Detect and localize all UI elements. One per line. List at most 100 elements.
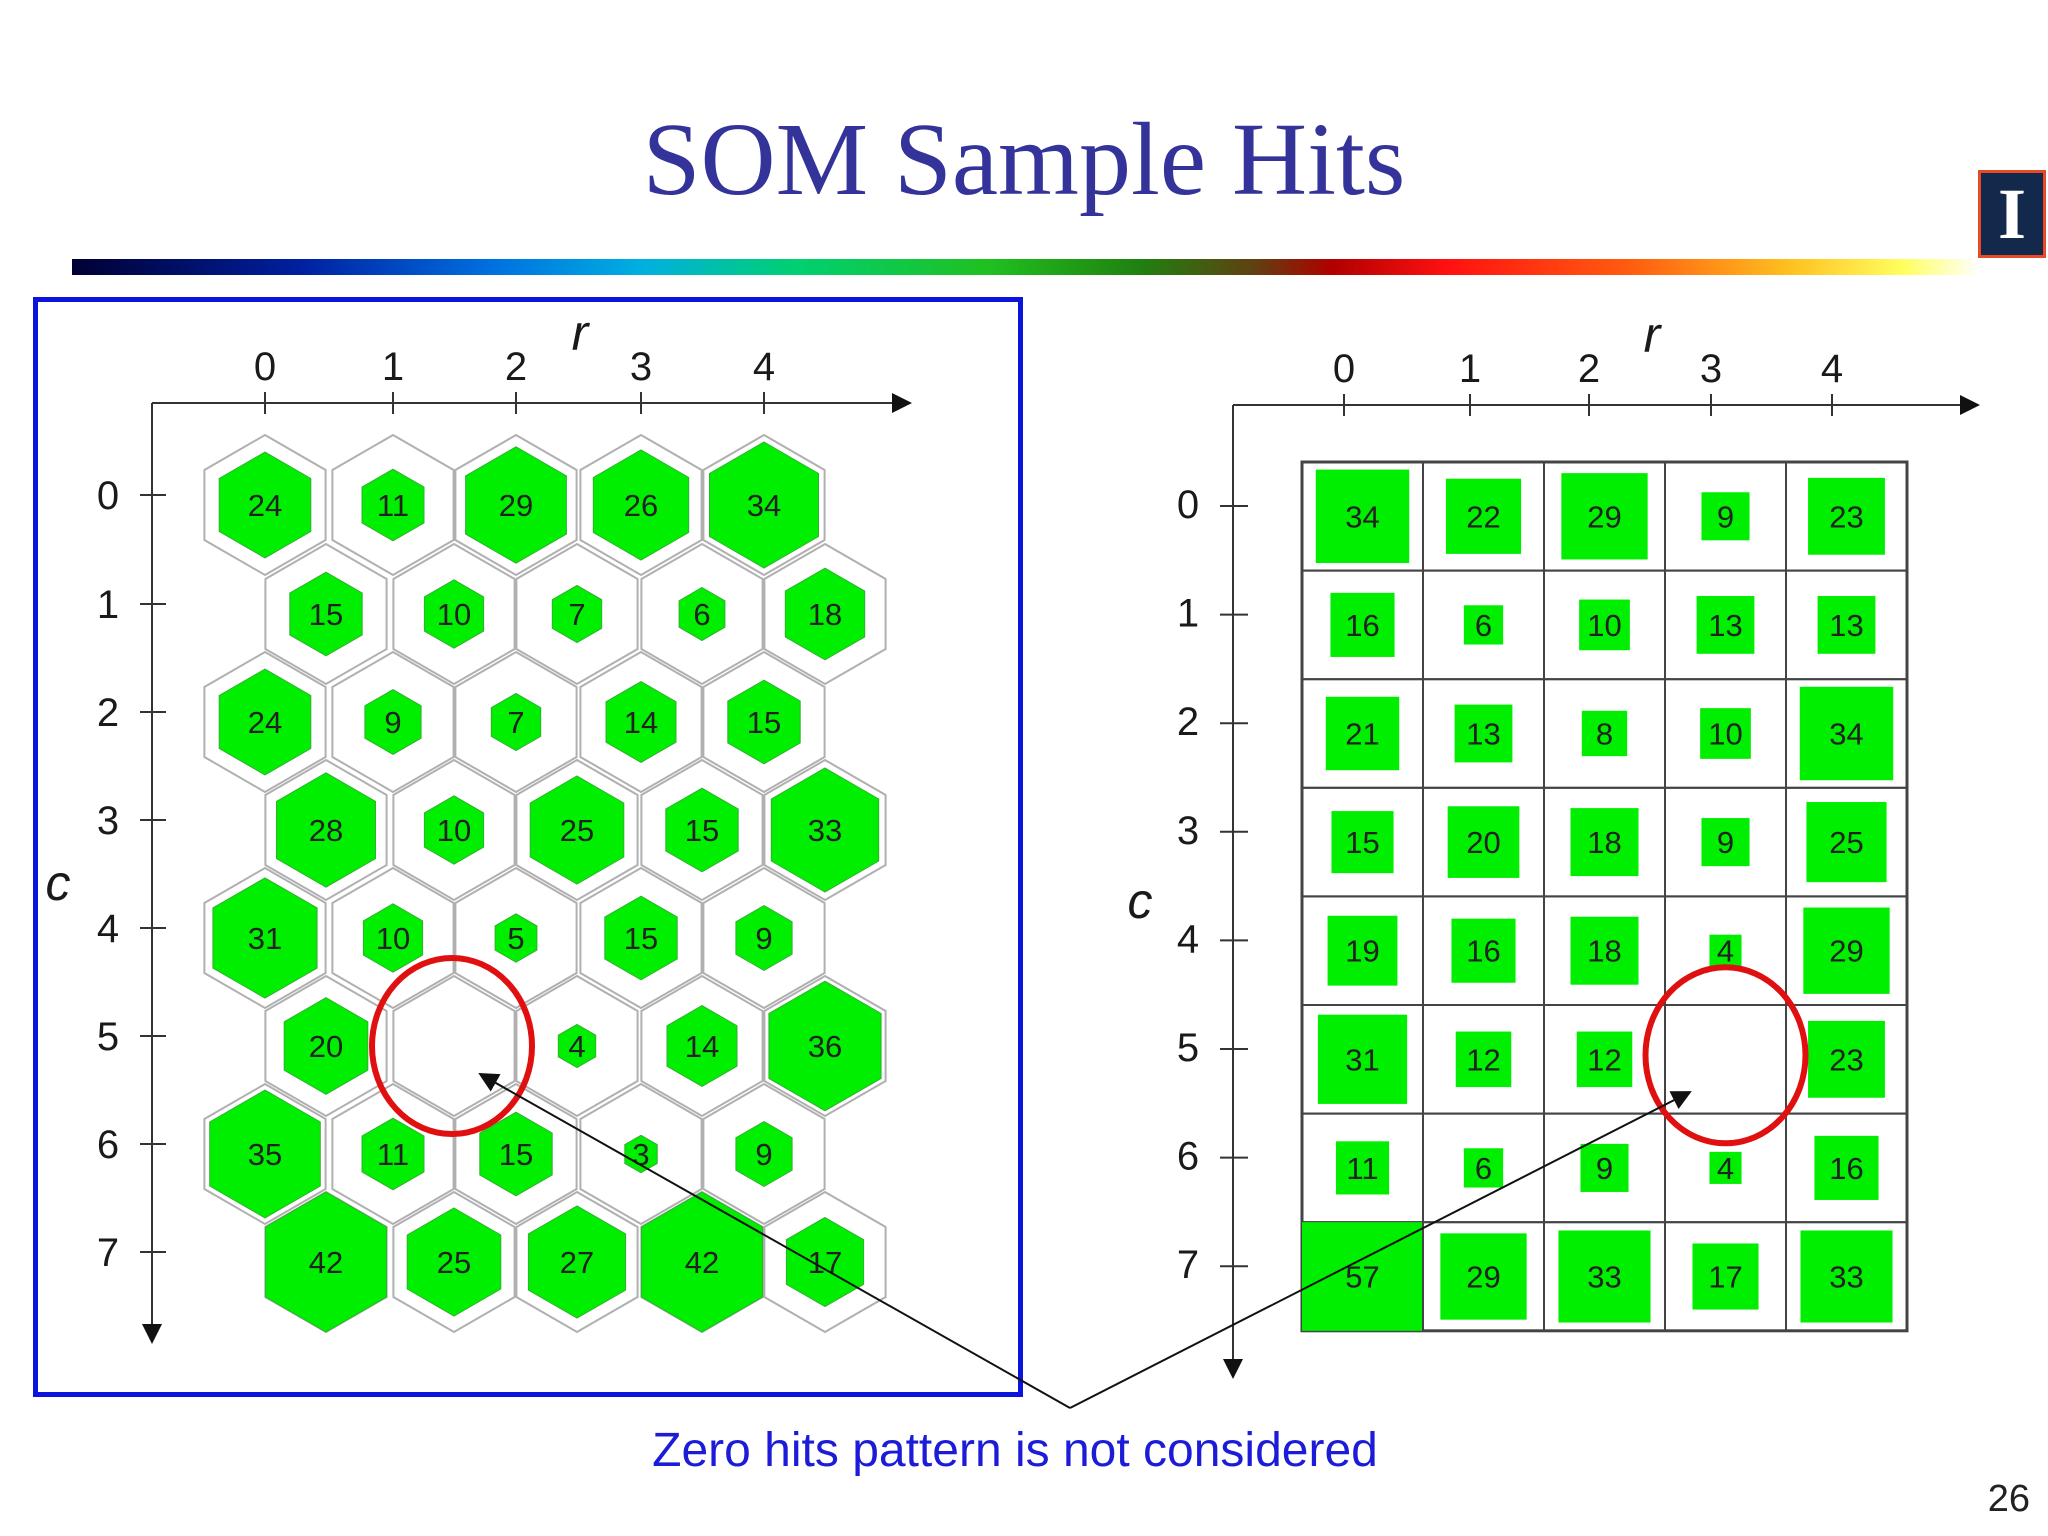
grid-hit-marker [1701, 818, 1750, 867]
hex-cell: 35 [203, 1082, 327, 1226]
hex-cell: 36 [763, 974, 887, 1118]
hex-hit-count: 20 [309, 1029, 343, 1064]
university-logo: I [1978, 170, 2046, 258]
hex-hit-count: 24 [248, 488, 282, 523]
grid-hit-marker [1806, 802, 1887, 883]
grid-hit-count: 4 [1717, 934, 1734, 969]
hex-cell: 17 [763, 1190, 887, 1334]
hex-hit-count: 26 [624, 488, 658, 523]
hex-hit-count: 9 [755, 921, 772, 956]
hex-hit-marker [361, 468, 425, 542]
grid-cell: 29 [1543, 461, 1666, 572]
grid-cell: 10 [1664, 678, 1787, 789]
grid-hit-marker [1579, 599, 1630, 651]
grid-hit-count: 6 [1475, 1151, 1492, 1186]
hex-hit-count: 15 [624, 921, 658, 956]
hex-hit-marker [624, 1134, 658, 1174]
grid-hit-marker [1701, 492, 1750, 541]
arrow-to-grid-gap [1069, 1091, 1692, 1409]
hex-hit-marker [264, 1191, 388, 1333]
grid-hit-count: 4 [1717, 1151, 1734, 1186]
grid-hit-marker [1327, 915, 1398, 986]
grid-cell: 9 [1664, 461, 1787, 572]
y-tick-label: 5 [1177, 1026, 1199, 1070]
hex-hit-marker [604, 895, 678, 981]
hex-hit-marker [479, 1111, 553, 1197]
hex-hit-marker [276, 772, 376, 888]
grid-hit-marker [1315, 469, 1410, 564]
grid-cell: 23 [1785, 1004, 1908, 1115]
hex-cell: 3 [579, 1082, 703, 1226]
hex-cell: 26 [579, 433, 703, 577]
grid-hit-marker [1463, 605, 1504, 645]
grid-hit-count: 18 [1587, 825, 1621, 860]
hex-cell: 9 [702, 1082, 826, 1226]
hex-cell: 10 [331, 866, 455, 1010]
hex-cell: 4 [515, 974, 639, 1118]
hex-cell: 9 [331, 650, 455, 794]
page-number: 26 [1987, 1478, 2030, 1520]
grid-hit-count: 34 [1829, 717, 1863, 752]
grid-hit-count: 16 [1345, 608, 1379, 643]
hex-cell: 15 [640, 758, 764, 902]
grid-hit-marker [1454, 704, 1513, 763]
hex-cell: 9 [702, 866, 826, 1010]
hex-cell: 34 [702, 433, 826, 577]
grid-cell: 9 [1543, 1112, 1666, 1224]
x-tick-label: 0 [254, 345, 276, 389]
grid-cell: 16 [1301, 569, 1424, 681]
grid-hit-count: 22 [1466, 499, 1500, 534]
hex-cell: 15 [264, 542, 388, 686]
grid-hit-marker [1709, 1151, 1742, 1184]
hex-hit-marker [785, 1216, 865, 1308]
hex-cell: 24 [203, 650, 327, 794]
grid-hit-marker [1814, 1135, 1879, 1200]
y-tick-label: 2 [97, 691, 119, 735]
grid-hit-count: 31 [1345, 1042, 1379, 1077]
hex-hit-count: 42 [309, 1245, 343, 1280]
hex-hit-count: 4 [568, 1029, 585, 1064]
grid-hit-count: 23 [1829, 499, 1863, 534]
hex-hit-count: 15 [747, 705, 781, 740]
y-tick-label: 7 [1177, 1243, 1199, 1287]
y-tick-label: 4 [1177, 917, 1199, 961]
hex-hit-marker [362, 903, 424, 973]
slide-title: SOM Sample Hits [642, 102, 1406, 217]
arrow-to-hex-gap [478, 1073, 1071, 1409]
hex-hit-marker [289, 571, 363, 657]
grid-cell: 16 [1422, 895, 1545, 1007]
hex-hit-marker [465, 446, 567, 564]
x-tick-label: 1 [382, 345, 404, 389]
grid-hit-count: 29 [1829, 934, 1863, 969]
hex-hit-count: 9 [384, 705, 401, 740]
grid-hit-marker [1709, 934, 1742, 967]
hex-hit-count: 35 [248, 1137, 282, 1172]
grid-hit-count: 18 [1587, 934, 1621, 969]
hex-hit-marker [727, 679, 801, 765]
hex-hit-marker [735, 1121, 793, 1187]
hex-cell: 7 [454, 650, 578, 794]
hex-cell: 11 [331, 433, 455, 577]
grid-hit-marker [1440, 1233, 1527, 1320]
grid-hit-count: 13 [1466, 717, 1500, 752]
grid-hit-marker [1808, 1020, 1885, 1098]
hex-cell: 10 [392, 542, 516, 686]
grid-hit-count: 9 [1717, 499, 1734, 534]
hex-hit-marker [361, 1117, 425, 1191]
hex-hit-marker [605, 681, 677, 763]
grid-cell: 22 [1422, 461, 1545, 572]
hex-hit-count: 29 [499, 488, 533, 523]
grid-cell: 34 [1785, 678, 1908, 789]
grid-hit-count: 12 [1587, 1042, 1621, 1077]
grid-cell: 18 [1543, 895, 1666, 1007]
hex-hit-count: 9 [755, 1137, 772, 1172]
hex-cell: 24 [203, 433, 327, 577]
hex-hit-count: 11 [377, 1137, 409, 1172]
grid-hit-count: 16 [1466, 934, 1500, 969]
grid-hit-marker [1561, 473, 1648, 560]
hex-cell: 11 [331, 1082, 455, 1226]
grid-hit-marker [1330, 592, 1395, 657]
grid-hit-count: 11 [1346, 1151, 1378, 1186]
grid-hit-marker [1700, 708, 1751, 759]
y-tick-label: 3 [97, 799, 119, 843]
